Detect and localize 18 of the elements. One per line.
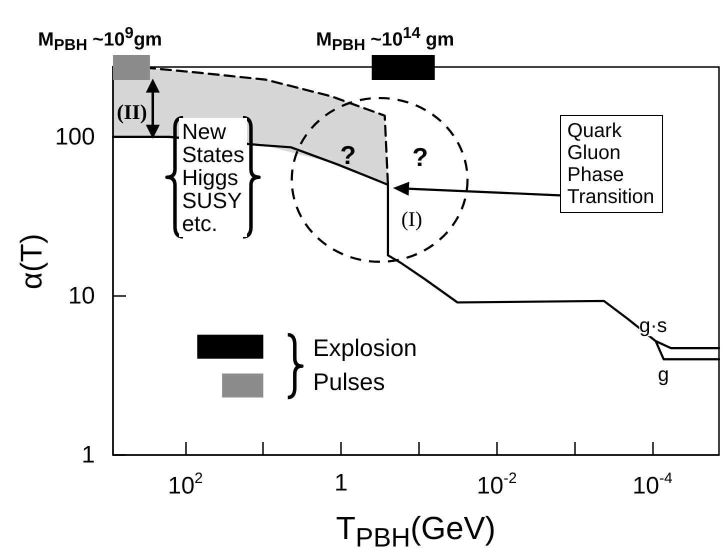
- annotation: (II): [116, 100, 148, 124]
- annotation: (I): [401, 207, 422, 232]
- x-axis-title: T$_{PBH}$(GeV): [336, 510, 496, 553]
- annotation: ?: [340, 140, 356, 170]
- text: M$_{PBH}$ ~10$^{14}$ gm: [316, 25, 454, 55]
- text: M$_{PBH}$ ~10$^{9}$gm: [38, 25, 162, 55]
- annotation: ?: [412, 142, 428, 172]
- annotation: New States Higgs SUSY etc.: [178, 118, 248, 237]
- x-tick-label: 1: [334, 470, 348, 496]
- y-axis-title: α(T): [15, 233, 48, 289]
- y-tick-label: 10: [68, 282, 95, 310]
- y-tick-label: 100: [54, 123, 95, 150]
- y-tick-label: 1: [82, 442, 95, 468]
- series-label: g: [658, 364, 669, 386]
- annotation: Explosion: [312, 335, 418, 362]
- series-label: g·s: [639, 315, 667, 338]
- annotation: Pulses: [312, 369, 386, 397]
- annotation: Quark Gluon Phase Transition: [560, 115, 664, 213]
